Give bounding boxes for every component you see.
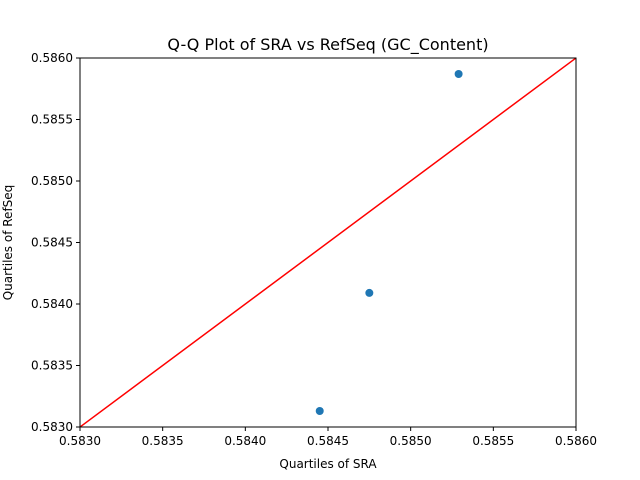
axis-ticks: 0.5830 0.5835 0.5840 0.5845 0.5850 0.5855 0.58…	[31, 51, 597, 448]
x-axis-label: Quartiles of SRA	[279, 457, 377, 471]
x-tick-label-5: 0.5850	[390, 434, 432, 448]
y-tick-label-3: 0.5840	[31, 297, 73, 311]
chart-title: Q-Q Plot of SRA vs RefSeq (GC_Content)	[167, 35, 488, 55]
y-tick-label-4: 0.5845	[31, 236, 73, 250]
y-axis-label: Quartiles of RefSeq	[1, 185, 15, 301]
y-tick-label-2: 0.5835	[31, 359, 73, 373]
x-tick-label-2: 0.5835	[142, 434, 184, 448]
scatter-point-3	[454, 69, 463, 78]
x-tick-label-4: 0.5845	[307, 434, 349, 448]
y-tick-label-7: 0.5860	[31, 51, 73, 65]
scatter-point-2	[365, 288, 374, 297]
plot-area	[80, 58, 576, 427]
y-tick-label-1: 0.5830	[31, 420, 73, 434]
reference-line	[80, 58, 576, 427]
x-tick-label-7: 0.5860	[555, 434, 597, 448]
x-tick-label-3: 0.5840	[224, 434, 266, 448]
x-tick-label-6: 0.5855	[472, 434, 514, 448]
scatter-point-1	[315, 407, 324, 416]
x-tick-label-1: 0.5830	[59, 434, 101, 448]
y-tick-label-5: 0.5850	[31, 174, 73, 188]
y-tick-label-6: 0.5855	[31, 113, 73, 127]
